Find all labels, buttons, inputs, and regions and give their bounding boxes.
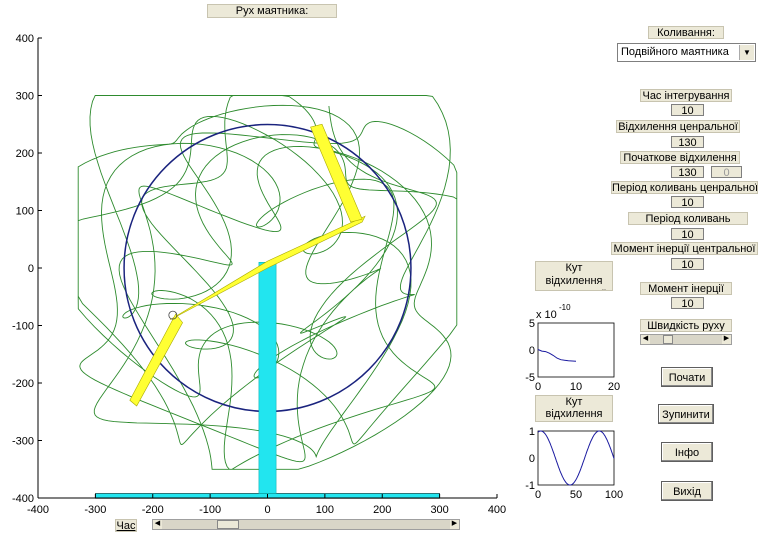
x-tick-label: -400 — [27, 504, 49, 516]
satellite-angle-label: Кут відхилення сателіту — [535, 395, 613, 422]
time-slider-left-arrow-icon[interactable]: ◀ — [153, 520, 162, 529]
satellite-angle-plot-frame — [537, 430, 615, 486]
y-tick-label: 100 — [16, 206, 34, 218]
x-tick-label: 400 — [488, 504, 506, 516]
central-angle-exponent: x 10 — [536, 309, 557, 321]
central-period-label: Період коливань ценральної — [611, 181, 758, 194]
central-angle-exponent-power: -10 — [559, 303, 571, 312]
central-deflection-label: Відхилення ценральної — [616, 120, 740, 133]
y-tick-label: 200 — [16, 148, 34, 160]
x-tick-label: 100 — [316, 504, 334, 516]
x-tick-label: -200 — [142, 504, 164, 516]
central-deflection-input[interactable]: 130 — [671, 136, 704, 149]
initial-deflection-label: Початкове відхилення — [620, 151, 740, 164]
oscillation-selected: Подвійного маятника — [621, 46, 729, 58]
central-angle-plot-y-tick-label: -5 — [525, 372, 535, 384]
time-label: Час — [115, 519, 137, 532]
trajectory-trace — [77, 95, 458, 470]
initial-deflection-input-2: 0 — [711, 166, 742, 179]
inertia-label: Момент інерції — [640, 282, 732, 295]
satellite-angle-plot-x-tick-label: 0 — [535, 489, 541, 501]
slider-right-arrow-icon[interactable]: ▶ — [722, 335, 731, 344]
stop-button[interactable]: Зупинити — [658, 404, 714, 424]
satellite-arm-lower — [129, 313, 183, 407]
central-post — [258, 262, 277, 494]
inertia-input[interactable]: 10 — [671, 297, 704, 310]
central-angle-plot-frame — [537, 322, 615, 378]
x-tick-label: -300 — [84, 504, 106, 516]
central-angle-plot-x-tick-label: 20 — [608, 381, 620, 393]
x-tick-label: 0 — [264, 504, 270, 516]
time-slider-thumb[interactable] — [217, 520, 239, 529]
oscillation-dropdown[interactable]: Подвійного маятника ▼ — [617, 43, 756, 62]
slider-left-arrow-icon[interactable]: ◀ — [641, 335, 650, 344]
period-label: Період коливань — [628, 212, 748, 225]
y-tick-label: 0 — [28, 263, 34, 275]
plot-title: Рух маятника: — [207, 4, 337, 18]
satellite-angle-plot-x-tick-label: 50 — [570, 489, 582, 501]
speed-label: Швидкість руху — [640, 319, 732, 332]
central-angle-plot-y-tick-label: 0 — [529, 345, 535, 357]
info-button[interactable]: Інфо — [661, 442, 713, 462]
x-tick-label: 300 — [430, 504, 448, 516]
x-tick-label: 200 — [373, 504, 391, 516]
satellite-angle-plot-y-tick-label: 0 — [529, 453, 535, 465]
y-tick-label: -200 — [12, 378, 34, 390]
oscillation-label: Коливання: — [648, 26, 724, 39]
speed-slider-thumb[interactable] — [663, 335, 673, 344]
central-angle-plot-x-tick-label: 0 — [535, 381, 541, 393]
initial-deflection-input[interactable]: 130 — [671, 166, 704, 179]
speed-slider[interactable]: ◀ ▶ — [640, 334, 732, 345]
integration-time-input[interactable]: 10 — [671, 104, 704, 117]
y-tick-label: -300 — [12, 436, 34, 448]
central-angle-label: Кут відхилення центральної — [535, 261, 613, 291]
satellite-angle-plot-y-tick-label: 1 — [529, 426, 535, 438]
x-tick-label: -100 — [199, 504, 221, 516]
central-inertia-label: Момент інерції центральної — [611, 242, 758, 255]
pivot-joint — [168, 310, 178, 320]
exit-button[interactable]: Вихід — [661, 481, 713, 501]
central-inertia-input[interactable]: 10 — [671, 258, 704, 271]
time-slider-right-arrow-icon[interactable]: ▶ — [450, 520, 459, 529]
y-tick-label: 400 — [16, 33, 34, 45]
chevron-down-icon[interactable]: ▼ — [739, 45, 754, 60]
y-tick-label: -100 — [12, 321, 34, 333]
satellite-angle-plot-series-line — [537, 430, 615, 486]
central-angle-plot-series-line — [537, 349, 577, 362]
start-button[interactable]: Почати — [661, 367, 713, 387]
central-arm — [169, 215, 366, 321]
period-input[interactable]: 10 — [671, 228, 704, 241]
satellite-angle-plot-y-tick-label: -1 — [525, 480, 535, 492]
central-period-input[interactable]: 10 — [671, 196, 704, 209]
time-slider[interactable]: ◀ ▶ — [152, 519, 460, 530]
y-tick-label: -400 — [12, 493, 34, 505]
integration-time-label: Час інтегрування — [640, 89, 732, 102]
central-angle-plot-y-tick-label: 5 — [529, 318, 535, 330]
satellite-angle-plot-x-tick-label: 100 — [605, 489, 623, 501]
central-angle-plot-x-tick-label: 10 — [570, 381, 582, 393]
y-tick-label: 300 — [16, 91, 34, 103]
satellite-arm-upper — [310, 123, 363, 223]
